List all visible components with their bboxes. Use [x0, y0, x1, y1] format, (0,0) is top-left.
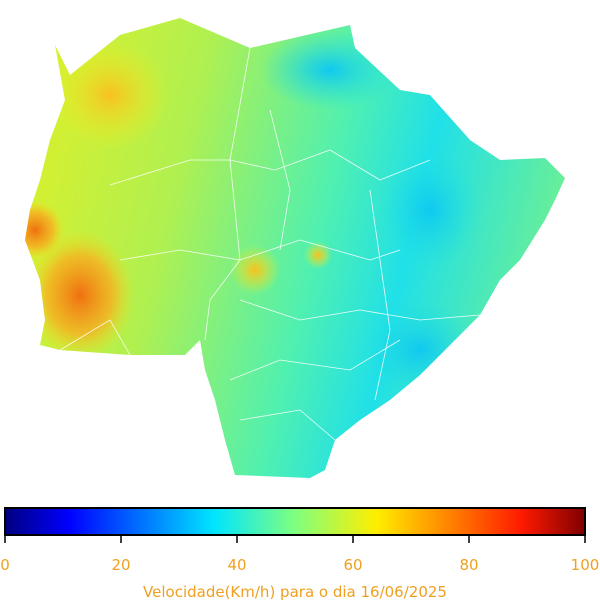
colorbar-label: Velocidade(Km/h) para o dia 16/06/2025: [143, 583, 447, 600]
tick-label: 40: [227, 556, 246, 574]
municipal-borders: [59, 47, 481, 441]
tick-label: 20: [111, 556, 130, 574]
colorbar: [4, 507, 586, 536]
wind-field: [25, 18, 565, 478]
tick-label: 0: [0, 556, 10, 574]
tick-label: 80: [459, 556, 478, 574]
tick-label: 60: [343, 556, 362, 574]
tick-label: 100: [571, 556, 600, 574]
